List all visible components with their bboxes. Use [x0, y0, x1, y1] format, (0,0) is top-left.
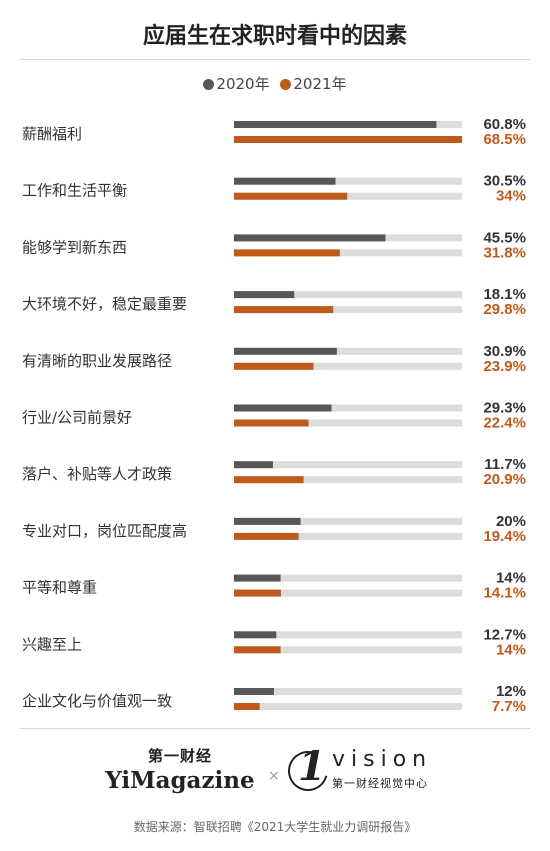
legend-label-2020: 2020年 [216, 75, 270, 93]
legend-item-2021: 2021年 [280, 73, 347, 94]
category-label: 工作和生活平衡 [22, 182, 127, 200]
logo-left-cn: 第一财经 [147, 747, 212, 765]
value-label-2021: 23.9% [483, 358, 526, 375]
bar-track [234, 461, 462, 469]
bar-track [234, 291, 462, 299]
value-label-2020: 30.9% [483, 343, 526, 360]
bar-2020 [234, 177, 336, 185]
bar-track [234, 419, 462, 427]
category-label: 薪酬福利 [22, 125, 82, 143]
bar-track [234, 362, 462, 370]
bar-track [234, 646, 462, 654]
value-label-2021: 34% [496, 188, 526, 205]
bar-2021 [234, 589, 281, 597]
category-label: 兴趣至上 [22, 635, 82, 653]
bar-2021 [234, 703, 260, 710]
value-label-2021: 29.8% [483, 301, 526, 318]
bar-2021 [234, 306, 334, 314]
bar-track [234, 688, 462, 695]
bar-2021 [234, 419, 309, 427]
value-label-2021: 14% [496, 641, 526, 658]
category-label: 落户、补贴等人才政策 [22, 465, 172, 483]
bar-2021 [234, 249, 340, 257]
value-label-2020: 45.5% [483, 229, 526, 246]
bar-track [234, 177, 462, 185]
value-label-2020: 14% [496, 570, 526, 587]
value-label-2021: 22.4% [483, 415, 526, 432]
bar-2021 [234, 646, 281, 654]
category-label: 专业对口，岗位匹配度高 [22, 522, 187, 540]
value-label-2020: 60.8% [483, 116, 526, 133]
bar-2020 [234, 517, 301, 525]
bar-2021 [234, 136, 462, 143]
bar-track [234, 532, 462, 540]
legend-swatch-2021 [280, 79, 292, 90]
value-label-2021: 20.9% [483, 471, 526, 488]
bar-2020 [234, 404, 332, 412]
logo-right-cn: 第一财经视觉中心 [332, 777, 428, 790]
bar-track [234, 306, 462, 314]
bar-2020 [234, 688, 274, 695]
chart-title: 应届生在求职时看中的因素 [142, 24, 407, 49]
legend: 2020年 2021年 [0, 73, 550, 94]
bar-track [234, 404, 462, 412]
bar-2020 [234, 574, 281, 582]
bar-2021 [234, 532, 299, 540]
legend-swatch-2020 [203, 79, 215, 90]
yimagazine-logo: 第一财经 YiMagazine [100, 745, 260, 794]
value-label-2020: 29.3% [483, 400, 526, 417]
bar-2021 [234, 476, 304, 484]
bar-2021 [234, 362, 314, 370]
title-divider [20, 59, 530, 60]
value-label-2020: 20% [496, 513, 526, 530]
legend-item-2020: 2020年 [203, 73, 270, 94]
value-label-2020: 30.5% [483, 173, 526, 190]
value-label-2021: 68.5% [483, 131, 526, 148]
bar-track [234, 631, 462, 639]
logo-separator: × [268, 768, 280, 784]
value-label-2020: 12% [496, 683, 526, 700]
category-label: 平等和尊重 [22, 579, 97, 597]
bar-track [234, 476, 462, 484]
category-label: 能够学到新东西 [22, 238, 127, 256]
value-label-2020: 12.7% [483, 626, 526, 643]
bar-track [234, 347, 462, 355]
bar-2020 [234, 234, 386, 242]
bar-2020 [234, 631, 277, 639]
logo-left-en: YiMagazine [105, 767, 255, 794]
category-label: 行业/公司前景好 [22, 409, 132, 427]
bar-track [234, 574, 462, 582]
category-label: 有清晰的职业发展路径 [22, 352, 172, 370]
value-label-2021: 14.1% [483, 585, 526, 602]
bar-track [234, 703, 462, 710]
footer-divider [20, 728, 530, 729]
value-label-2020: 18.1% [483, 286, 526, 303]
value-label-2020: 11.7% [484, 456, 526, 473]
bar-track [234, 192, 462, 200]
value-label-2021: 31.8% [483, 244, 526, 261]
bar-track [234, 517, 462, 525]
bar-2021 [234, 192, 348, 200]
category-label: 企业文化与价值观一致 [22, 692, 172, 710]
vision-mark: 1 [298, 743, 326, 790]
bar-2020 [234, 291, 295, 299]
vision-logo: 1 vision 第一财经视觉中心 [280, 743, 458, 799]
value-label-2021: 19.4% [483, 528, 526, 545]
value-label-2021: 7.7% [492, 698, 526, 715]
category-label: 大环境不好，稳定最重要 [22, 295, 187, 313]
bar-2020 [234, 461, 273, 469]
bar-track [234, 249, 462, 257]
bar-track [234, 589, 462, 597]
legend-label-2021: 2021年 [293, 75, 347, 93]
logo-right-en: vision [332, 747, 433, 772]
data-source: 数据来源：智联招聘《2021大学生就业力调研报告》 [133, 820, 417, 834]
bar-2020 [234, 347, 337, 355]
bar-2020 [234, 121, 437, 128]
